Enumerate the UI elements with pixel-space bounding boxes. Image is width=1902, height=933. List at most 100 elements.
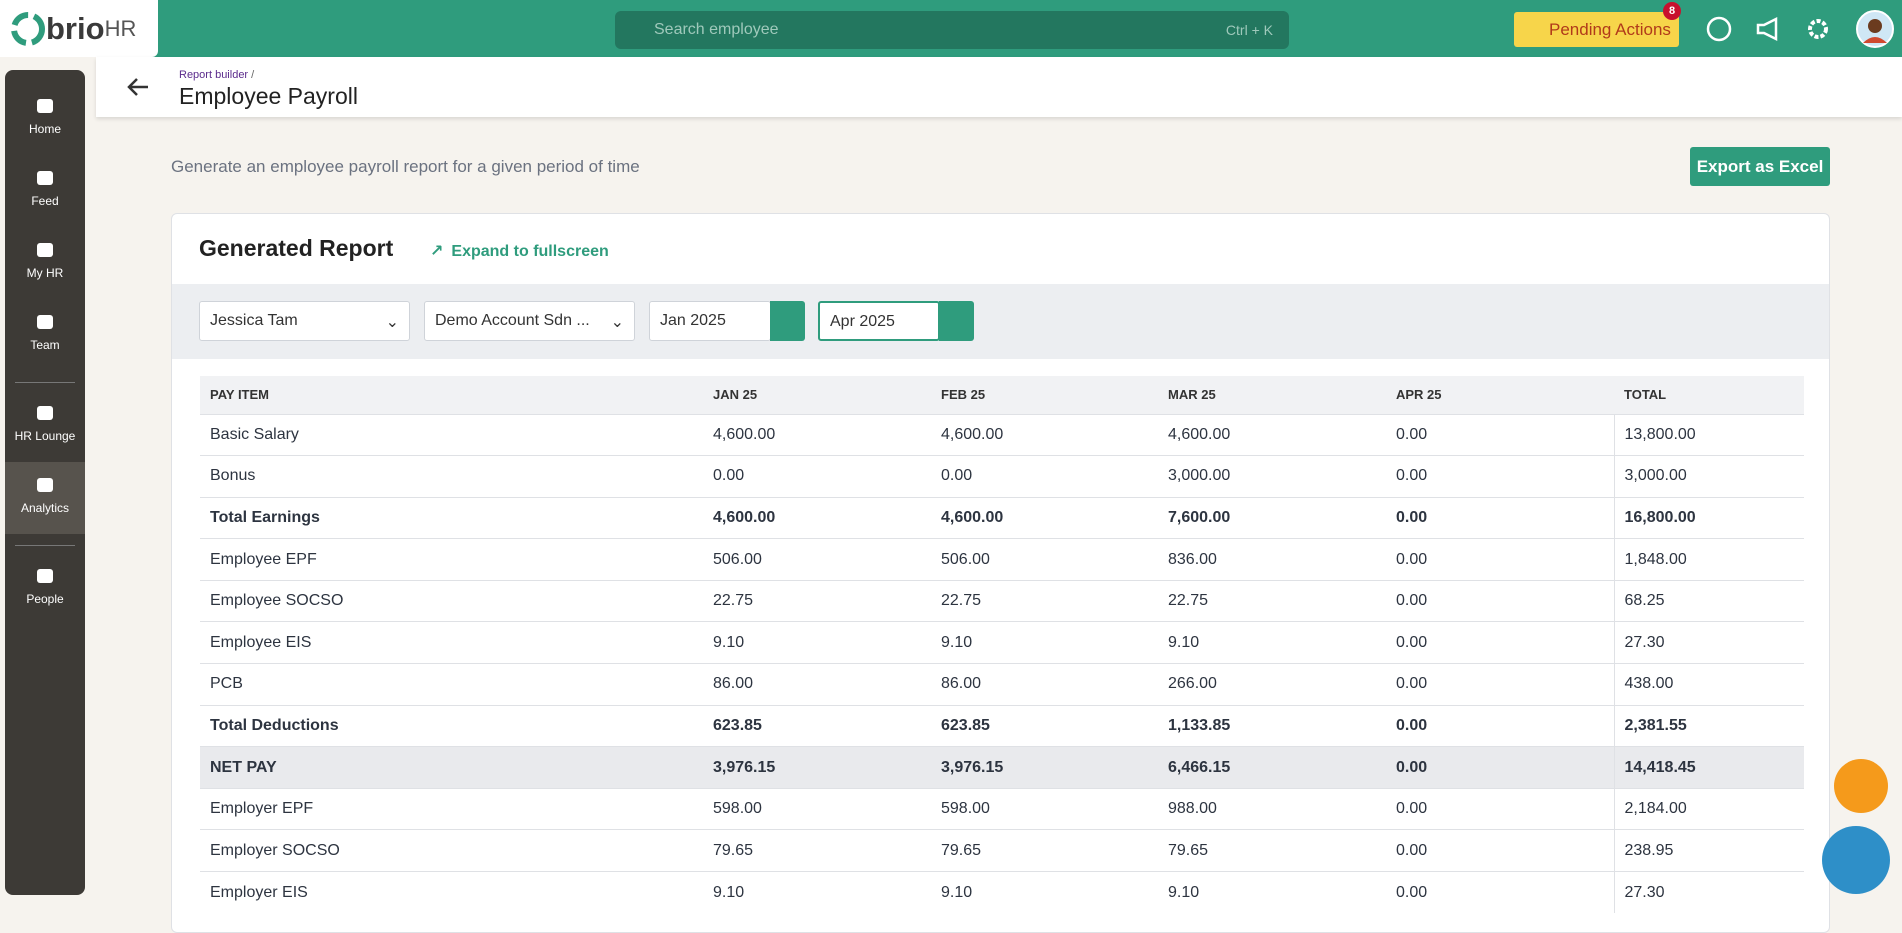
logo-icon — [11, 11, 45, 46]
table-cell: 27.30 — [1613, 621, 1804, 664]
table-row: Total Earnings 4,600.00 4,600.00 7,600.00 0.… — [200, 496, 1804, 539]
nav-item[interactable]: HR Lounge — [5, 403, 85, 443]
nav-item[interactable]: My HR — [5, 240, 85, 280]
column-header: JAN 25 — [703, 376, 931, 414]
end-calendar[interactable] — [939, 301, 974, 341]
table-cell: 4,600.00 — [931, 413, 1158, 456]
expand-link[interactable]: ↗ Expand to fullscreen — [430, 243, 609, 260]
table-cell: 0.00 — [1386, 496, 1614, 539]
table-cell: 2,184.00 — [1613, 787, 1804, 830]
table-cell: Employee SOCSO — [200, 579, 703, 622]
table-cell: 506.00 — [703, 538, 931, 581]
table-cell: PCB — [200, 663, 703, 706]
active-highlight — [5, 462, 85, 534]
table-row: Employer SOCSO 79.65 79.65 79.65 0.00 238.95 — [200, 829, 1804, 872]
profile-fab[interactable] — [1834, 759, 1888, 813]
table-cell: 0.00 — [1386, 704, 1614, 747]
table-cell: 623.85 — [931, 704, 1158, 747]
table-cell: 1,133.85 — [1158, 704, 1386, 747]
breadcrumb[interactable]: Report builder / — [179, 69, 254, 81]
table-cell: 1,848.00 — [1613, 538, 1804, 581]
nav-item[interactable]: Feed — [5, 168, 85, 208]
table-cell: 86.00 — [931, 663, 1158, 706]
table-cell: 0.00 — [1386, 579, 1614, 622]
table-cell: 9.10 — [1158, 621, 1386, 664]
chat-fab[interactable] — [1822, 826, 1890, 894]
nav-icon — [37, 569, 53, 583]
header-row: PAY ITEM JAN 25 FEB 25 MAR 25 APR 25 TOTAL — [200, 376, 1804, 414]
export-button[interactable]: Export as Excel — [1690, 147, 1830, 186]
table-row: Bonus 0.00 0.00 3,000.00 0.00 3,000.00 — [200, 455, 1804, 498]
filter-bar: Jessica Tam ⌄ Demo Account Sdn ... ⌄ Jan 2… — [172, 284, 1829, 359]
company-select[interactable]: Demo Account Sdn ... ⌄ — [424, 301, 635, 341]
table-cell: 238.95 — [1613, 829, 1804, 872]
logo-text: brio — [46, 10, 105, 46]
table-cell: 598.00 — [703, 787, 931, 830]
table-cell: 13,800.00 — [1613, 413, 1804, 456]
pending-actions-button[interactable]: Pending Actions — [1514, 12, 1679, 47]
table-cell: 27.30 — [1613, 871, 1804, 914]
help-icon[interactable] — [1706, 16, 1732, 42]
column-header: PAY ITEM — [200, 376, 703, 414]
column-header: FEB 25 — [931, 376, 1158, 414]
column-header: APR 25 — [1386, 376, 1614, 414]
nav-item[interactable]: People — [5, 566, 85, 606]
table-row: PCB 86.00 86.00 266.00 0.00 438.00 — [200, 663, 1804, 706]
table-cell: 3,000.00 — [1613, 455, 1804, 498]
search-shortcut: Ctrl + K — [1225, 22, 1273, 38]
table-row: Basic Salary 4,600.00 4,600.00 4,600.00 0.00… — [200, 413, 1804, 456]
table-cell: 988.00 — [1158, 787, 1386, 830]
logo[interactable]: brio HR — [0, 0, 158, 57]
table-cell: 9.10 — [703, 871, 931, 914]
table-row: Employee EIS 9.10 9.10 9.10 0.00 27.30 — [200, 621, 1804, 664]
table-cell: 16,800.00 — [1613, 496, 1804, 539]
description: Generate an employee payroll report for … — [171, 157, 640, 176]
start-value: Jan 2025 — [660, 312, 726, 329]
table-cell: 0.00 — [1386, 787, 1614, 830]
start-calendar[interactable] — [770, 301, 805, 341]
table-cell: 3,976.15 — [703, 746, 931, 789]
table-row: Employer EPF 598.00 598.00 988.00 0.00 2,184.… — [200, 787, 1804, 830]
column-header: TOTAL — [1614, 376, 1804, 414]
table-cell: 266.00 — [1158, 663, 1386, 706]
report-card: Generated Report ↗ Expand to fullscreen J… — [171, 213, 1830, 933]
expand-text: Expand to fullscreen — [451, 243, 609, 260]
table-cell: 22.75 — [931, 579, 1158, 622]
company-value: Demo Account Sdn ... — [435, 312, 590, 329]
table-row: NET PAY 3,976.15 3,976.15 6,466.15 0.00 14,41… — [200, 746, 1804, 789]
table-cell: 4,600.00 — [931, 496, 1158, 539]
announce-icon[interactable] — [1755, 16, 1783, 42]
nav-item[interactable]: Home — [5, 96, 85, 136]
table-cell: 2,381.55 — [1613, 704, 1804, 747]
nav-label: Team — [30, 338, 60, 352]
page-title: Employee Payroll — [179, 83, 358, 109]
table-row: Employee EPF 506.00 506.00 836.00 0.00 1,848.… — [200, 538, 1804, 581]
table-cell: Total Earnings — [200, 496, 703, 539]
nav-label: My HR — [26, 266, 64, 280]
search-box[interactable]: Search employee Ctrl + K — [615, 11, 1289, 49]
avatar[interactable] — [1856, 10, 1894, 48]
nav-item[interactable]: Analytics — [5, 475, 85, 515]
nav-item[interactable]: Team — [5, 312, 85, 352]
settings-icon[interactable] — [1805, 16, 1831, 42]
table-cell: 22.75 — [703, 579, 931, 622]
end-date[interactable]: Apr 2025 — [818, 301, 940, 341]
nav-label: Analytics — [20, 501, 70, 515]
nav-icon — [37, 171, 53, 185]
back-button[interactable] — [126, 75, 150, 99]
table-cell: 7,600.00 — [1158, 496, 1386, 539]
table-cell: Employer EIS — [200, 871, 703, 914]
table-cell: 6,466.15 — [1158, 746, 1386, 789]
top-bar: brio HR Search employee Ctrl + K Pending A… — [0, 0, 1902, 57]
employee-select[interactable]: Jessica Tam ⌄ — [199, 301, 410, 341]
table-cell: 506.00 — [931, 538, 1158, 581]
breadcrumb-link[interactable]: Report builder — [179, 69, 249, 81]
table-cell: 0.00 — [1386, 621, 1614, 664]
end-value: Apr 2025 — [830, 313, 895, 330]
table-cell: 22.75 — [1158, 579, 1386, 622]
table-cell: 0.00 — [931, 455, 1158, 498]
breadcrumb-sep: / — [251, 69, 255, 81]
table-cell: Employer SOCSO — [200, 829, 703, 872]
table-cell: 9.10 — [1158, 871, 1386, 914]
start-date[interactable]: Jan 2025 — [649, 301, 771, 341]
